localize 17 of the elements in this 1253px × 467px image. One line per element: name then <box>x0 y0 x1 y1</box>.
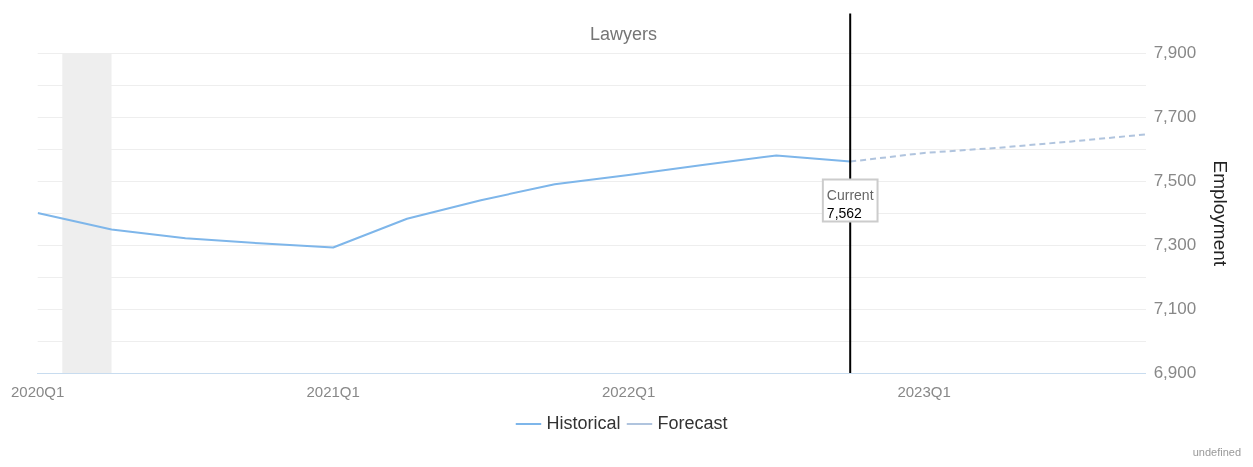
text: undefined <box>1192 446 1241 459</box>
text: 6,900 <box>1153 362 1197 382</box>
annotation: Current 7,562 <box>826 187 874 222</box>
chart-title: Lawyers <box>589 23 658 44</box>
y-axis-title: Employment <box>1210 160 1232 267</box>
y-tick-label: 7,500 <box>1153 171 1197 191</box>
x-tick-label: 2022Q1 <box>601 383 656 401</box>
y-tick-label: 7,700 <box>1153 107 1197 127</box>
x-tick-label: 2021Q1 <box>306 383 360 401</box>
line-series <box>849 133 1146 163</box>
y-tick-label: 7,100 <box>1153 298 1197 318</box>
x-tick-label: 2023Q1 <box>897 383 951 401</box>
y-tick-label: 7,300 <box>1153 234 1197 254</box>
x-tick-label: 2020Q1 <box>10 383 65 401</box>
legend-label: Historical <box>546 412 621 433</box>
legend-label: Forecast <box>657 412 728 433</box>
y-tick-label: 7,900 <box>1153 43 1197 63</box>
